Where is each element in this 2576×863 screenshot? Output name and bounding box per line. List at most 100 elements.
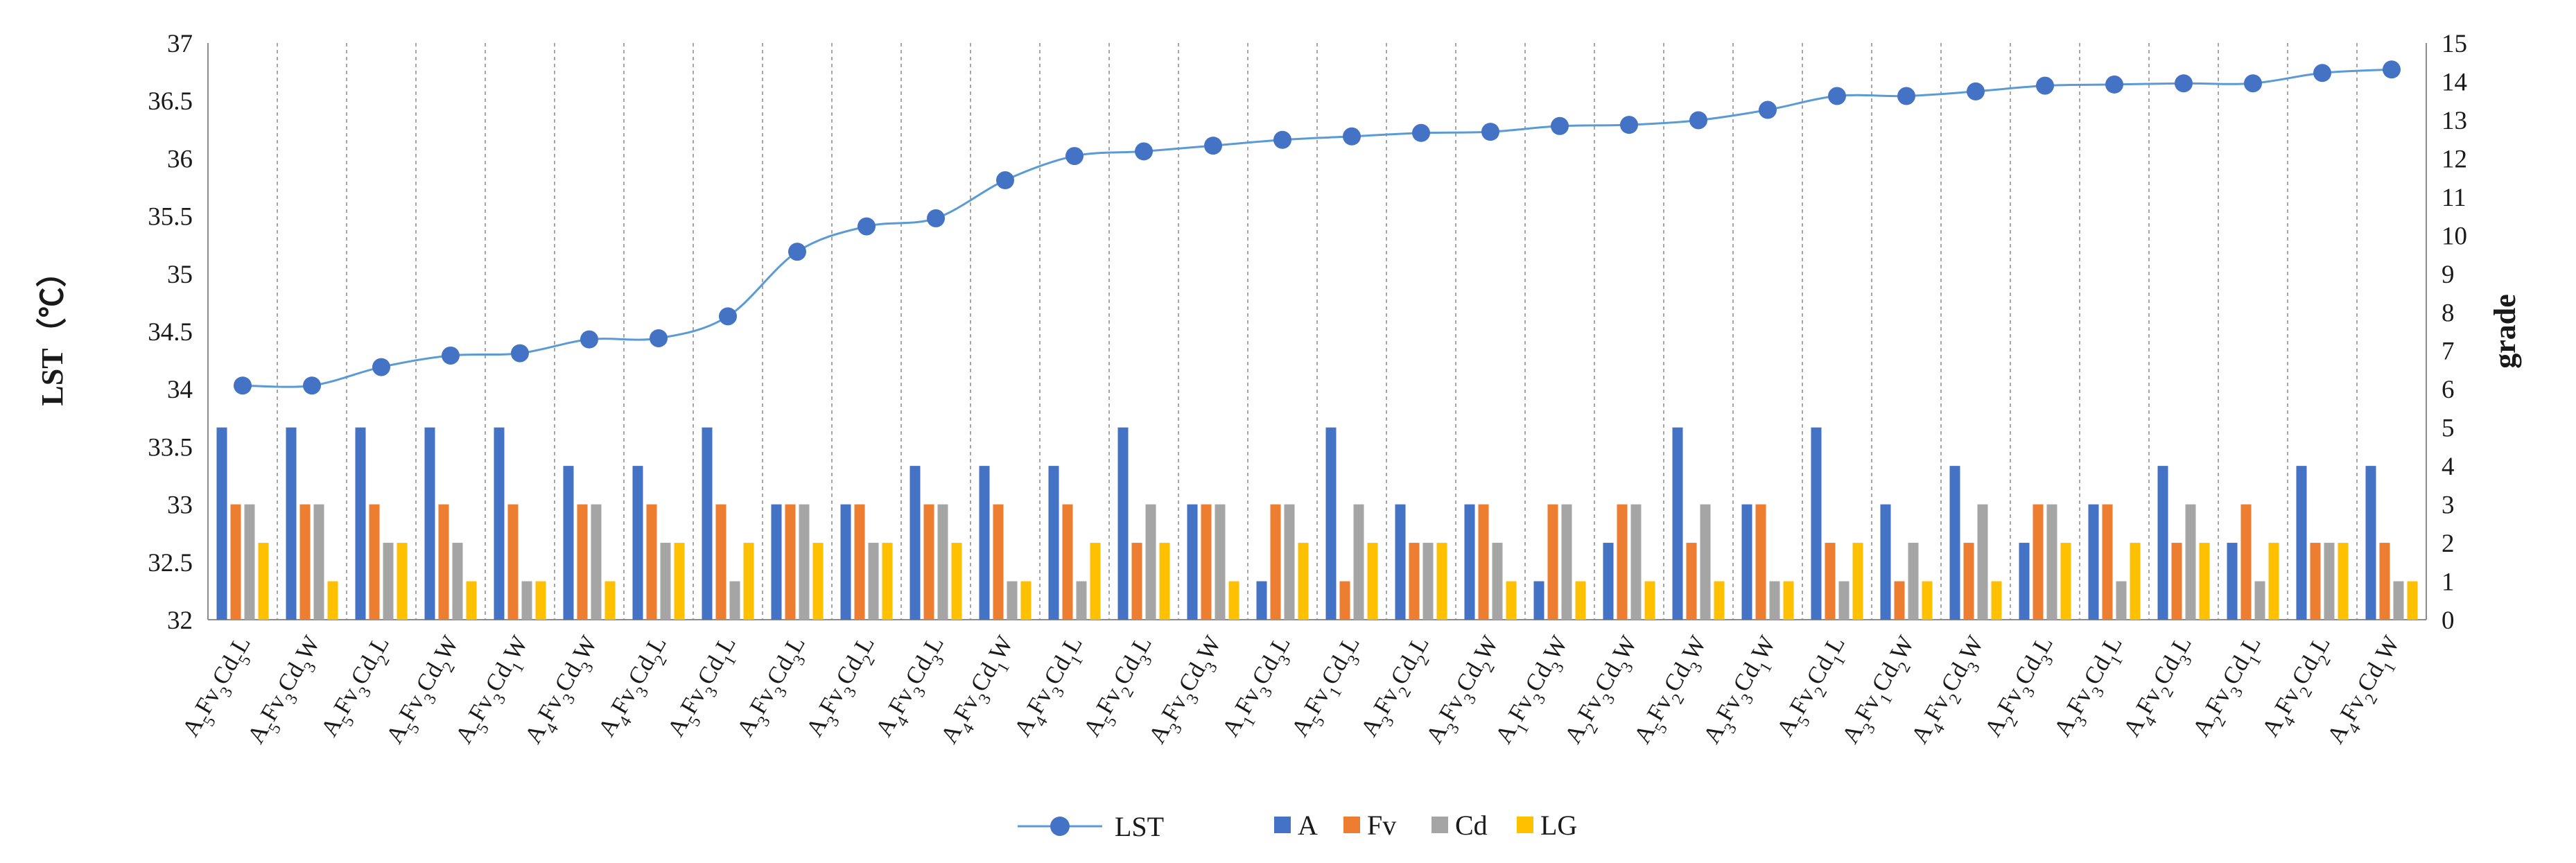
y-left-tick-label: 37 xyxy=(167,30,193,58)
bar-a xyxy=(1464,504,1475,620)
x-tick-label: A4Fv3Cd1W xyxy=(935,631,1025,752)
bar-a xyxy=(1395,504,1406,620)
lst-point xyxy=(2313,64,2331,82)
lst-point xyxy=(2175,74,2193,93)
x-tick-label: A3Fv3Cd1W xyxy=(1698,631,1787,752)
bar-cd xyxy=(591,504,602,620)
bar-lg xyxy=(2199,543,2210,620)
bar-lg xyxy=(1367,543,1378,620)
y-left-tick-label: 34 xyxy=(167,376,193,404)
bar-a xyxy=(2296,466,2307,620)
bar-fv xyxy=(1270,504,1281,620)
bar-a xyxy=(840,504,851,620)
lst-point xyxy=(372,358,390,376)
bar-cd xyxy=(1561,504,1572,620)
y-right-tick-label: 14 xyxy=(2442,68,2467,96)
y-right-tick-label: 4 xyxy=(2442,453,2455,481)
bar-a xyxy=(1187,504,1198,620)
bar-cd xyxy=(799,504,810,620)
bar-a xyxy=(1949,466,1960,620)
bar-lg xyxy=(2060,543,2071,620)
bar-cd xyxy=(244,504,255,620)
bar-fv xyxy=(1547,504,1558,620)
bar-lg xyxy=(466,581,477,620)
bar-fv xyxy=(1963,543,1974,620)
y-right-tick-label: 7 xyxy=(2442,338,2455,366)
bar-fv xyxy=(2171,543,2182,620)
lst-point xyxy=(580,330,598,349)
bar-a xyxy=(1741,504,1752,620)
legend-lst-label: LST xyxy=(1115,811,1164,842)
bar-a xyxy=(424,427,435,620)
bar-a xyxy=(494,427,505,620)
lst-point xyxy=(650,329,668,347)
bar-a xyxy=(1256,581,1267,620)
bar-a xyxy=(979,466,990,620)
bar-cd xyxy=(1977,504,1988,620)
bar-cd xyxy=(2046,504,2057,620)
bar-cd xyxy=(660,543,671,620)
legend-label-cd: Cd xyxy=(1455,810,1488,841)
bar-a xyxy=(1048,466,1059,620)
lst-point xyxy=(996,171,1014,190)
y-right-tick-label: 3 xyxy=(2442,491,2455,520)
y-left-tick-label: 33 xyxy=(167,491,193,520)
y-right-axis-title: grade xyxy=(2488,294,2522,369)
bar-lg xyxy=(2338,543,2349,620)
bar-cd xyxy=(729,581,740,620)
bar-fv xyxy=(2379,543,2390,620)
lst-point xyxy=(1065,147,1084,166)
y-right-tick-label: 6 xyxy=(2442,376,2455,404)
bar-cd xyxy=(1908,543,1919,620)
y-left-tick-label: 34.5 xyxy=(148,318,193,347)
x-tick-label: A3Fv3Cd3W xyxy=(1143,631,1233,752)
bar-cd xyxy=(1769,581,1780,620)
bar-lg xyxy=(1783,581,1794,620)
bar-lg xyxy=(1714,581,1725,620)
lst-point xyxy=(1828,87,1846,105)
x-tick-label: A5Fv3Cd3W xyxy=(242,631,331,752)
bar-a xyxy=(2157,466,2168,620)
bar-lg xyxy=(1991,581,2002,620)
bar-a xyxy=(2365,466,2376,620)
bar-a xyxy=(702,427,713,620)
bar-a xyxy=(1672,427,1683,620)
bar-lg xyxy=(951,543,962,620)
bar-cd xyxy=(383,543,394,620)
bar-lg xyxy=(327,581,338,620)
legend-swatch-fv xyxy=(1343,817,1360,833)
bar-lg xyxy=(604,581,616,620)
bar-a xyxy=(632,466,643,620)
y-right-tick-label: 8 xyxy=(2442,299,2455,327)
bar-a xyxy=(2088,504,2099,620)
bar-lg xyxy=(2268,543,2279,620)
bar-cd xyxy=(1700,504,1711,620)
lst-point xyxy=(303,376,321,395)
lst-point xyxy=(2036,76,2054,95)
legend-lst-marker xyxy=(1050,817,1070,836)
legend-label-lg: LG xyxy=(1540,810,1577,841)
bar-cd xyxy=(1215,504,1226,620)
bar-lg xyxy=(1922,581,1933,620)
y-right-tick-label: 2 xyxy=(2442,530,2455,558)
y-right-tick-label: 13 xyxy=(2442,107,2467,135)
bar-lg xyxy=(258,543,269,620)
bar-fv xyxy=(230,504,241,620)
bar-lg xyxy=(1090,543,1101,620)
y-right-tick-label: 12 xyxy=(2442,145,2467,173)
bar-cd xyxy=(1145,504,1156,620)
lst-point xyxy=(1759,101,1777,119)
bar-fv xyxy=(646,504,657,620)
bar-fv xyxy=(1686,543,1697,620)
bar-a xyxy=(1603,543,1614,620)
legend-swatch-lg xyxy=(1517,817,1533,833)
bar-fv xyxy=(715,504,726,620)
bar-cd xyxy=(1076,581,1087,620)
lst-point xyxy=(719,307,737,326)
bar-cd xyxy=(452,543,463,620)
bar-cd xyxy=(1838,581,1850,620)
bar-lg xyxy=(1575,581,1586,620)
bar-a xyxy=(563,466,574,620)
y-left-tick-label: 35 xyxy=(167,261,193,289)
